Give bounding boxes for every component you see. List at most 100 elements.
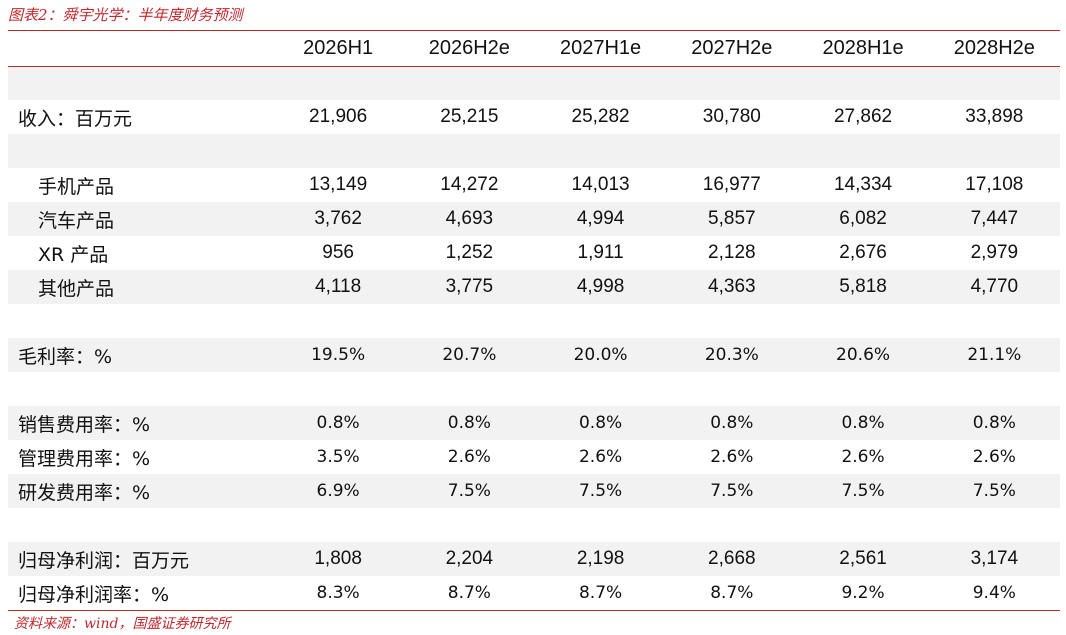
table-cell: 19.5% [272, 338, 404, 372]
table-cell: 6,082 [797, 202, 929, 236]
table-cell: 14,272 [440, 174, 499, 195]
table-cell: 2,198 [534, 542, 667, 576]
spacer-row [8, 134, 1060, 168]
table-cell: 3,762 [272, 202, 404, 236]
table-row-phone: 手机产品 13,149 14,272 14,013 16,977 14,334 … [8, 168, 1060, 202]
table-cell: 7.5% [666, 474, 798, 508]
table-row-rnd-expense: 研发费用率：% 6.9% 7.5% 7.5% 7.5% 7.5% 7.5% [8, 474, 1060, 508]
row-label: 毛利率：% [8, 338, 273, 372]
row-label: 销售费用率：% [8, 406, 273, 440]
row-label: XR 产品 [38, 243, 109, 266]
table-cell: 2,561 [797, 542, 929, 576]
table-row-xr: XR 产品 956 1,252 1,911 2,128 2,676 2,979 [8, 236, 1060, 270]
table-cell: 25,282 [571, 106, 630, 127]
table-cell: 27,862 [833, 106, 893, 127]
table-cell: 20.7% [403, 338, 535, 372]
table-cell: 1,911 [577, 242, 624, 263]
table-cell: 7,447 [928, 202, 1060, 236]
table-cell: 17,108 [965, 174, 1024, 195]
column-header: 2027H1e [559, 37, 642, 59]
table-cell: 14,013 [571, 174, 630, 195]
table-cell: 0.8% [534, 406, 667, 440]
column-header: 2027H2e [691, 37, 773, 59]
column-header: 2026H2e [428, 37, 510, 59]
row-label: 其他产品 [8, 270, 273, 304]
table-row-admin-expense: 管理费用率：% 3.5% 2.6% 2.6% 2.6% 2.6% 2.6% [8, 440, 1060, 474]
table-cell: 5,818 [797, 270, 929, 304]
table-cell: 1,252 [445, 242, 494, 263]
table-cell: 4,693 [403, 202, 535, 236]
table-cell: 8.7% [578, 583, 623, 603]
spacer-row [8, 508, 1060, 542]
column-header: 2028H1e [822, 37, 904, 59]
spacer-row [8, 66, 1060, 100]
table-cell: 4,363 [666, 270, 798, 304]
table-cell: 4,994 [534, 202, 667, 236]
table-cell: 3,775 [403, 270, 535, 304]
table-cell: 9.4% [972, 583, 1016, 603]
table-cell: 2,128 [708, 242, 756, 263]
table-cell: 8.7% [447, 583, 491, 603]
table-cell: 20.3% [666, 338, 798, 372]
row-label: 手机产品 [38, 175, 115, 198]
table-cell: 5,857 [666, 202, 798, 236]
table-cell: 3,174 [928, 542, 1060, 576]
table-cell: 3.5% [316, 447, 360, 467]
table-cell: 0.8% [928, 406, 1060, 440]
table-cell: 7.5% [928, 474, 1060, 508]
table-row-revenue: 收入：百万元 21,906 25,215 25,282 30,780 27,86… [8, 100, 1060, 134]
table-cell: 2.6% [710, 447, 754, 467]
table-row-auto: 汽车产品 3,762 4,693 4,994 5,857 6,082 7,447 [8, 202, 1060, 236]
row-label: 管理费用率：% [18, 447, 151, 470]
table-cell: 2.6% [841, 447, 885, 467]
table-cell: 33,898 [965, 106, 1024, 127]
row-label: 研发费用率：% [8, 474, 273, 508]
table-cell: 2.6% [972, 447, 1016, 467]
row-label: 收入：百万元 [18, 107, 133, 130]
table-cell: 956 [322, 242, 354, 263]
figure-title: 图表2：舜宇光学：半年度财务预测 [8, 6, 243, 24]
table-cell: 9.2% [841, 583, 885, 603]
bottom-rule [8, 610, 1060, 611]
row-label: 归母净利润率：% [18, 583, 170, 606]
table-cell: 0.8% [797, 406, 929, 440]
table-cell: 8.3% [316, 583, 360, 603]
table-cell: 2,204 [403, 542, 535, 576]
table-cell: 2.6% [447, 447, 491, 467]
table-cell: 4,118 [272, 270, 404, 304]
table-cell: 2,979 [970, 242, 1019, 263]
table-cell: 2.6% [578, 447, 623, 467]
forecast-table: 2026H1 2026H2e 2027H1e 2027H2e 2028H1e 2… [8, 31, 1060, 610]
table-cell: 2,668 [666, 542, 798, 576]
table-cell: 13,149 [309, 174, 368, 195]
table-cell: 0.8% [666, 406, 798, 440]
table-cell: 7.5% [534, 474, 667, 508]
row-label: 归母净利润：百万元 [8, 542, 273, 576]
spacer-row [8, 372, 1060, 406]
table-cell: 4,770 [928, 270, 1060, 304]
header-row: 2026H1 2026H2e 2027H1e 2027H2e 2028H1e 2… [8, 31, 1060, 66]
table-cell: 7.5% [403, 474, 535, 508]
table-cell: 25,215 [440, 106, 499, 127]
table-row-other: 其他产品 4,118 3,775 4,998 4,363 5,818 4,770 [8, 270, 1060, 304]
top-rule [8, 30, 1060, 31]
spacer-row [8, 304, 1060, 338]
table-cell: 0.8% [272, 406, 404, 440]
table-cell: 30,780 [702, 106, 761, 127]
column-header: 2028H2e [953, 37, 1035, 59]
source-note: 资料来源：wind，国盛证券研究所 [14, 616, 231, 632]
table-cell: 16,977 [702, 174, 761, 195]
table-cell: 1,808 [272, 542, 404, 576]
row-label: 汽车产品 [8, 202, 273, 236]
table-cell: 20.0% [534, 338, 667, 372]
table-cell: 6.9% [272, 474, 404, 508]
table-row-net-margin: 归母净利润率：% 8.3% 8.7% 8.7% 8.7% 9.2% 9.4% [8, 576, 1060, 610]
header-label-cell [8, 31, 273, 66]
table-row-net-profit: 归母净利润：百万元 1,808 2,204 2,198 2,668 2,561 … [8, 542, 1060, 576]
table-cell: 2,676 [839, 242, 887, 263]
table-cell: 14,334 [833, 174, 893, 195]
table-cell: 7.5% [797, 474, 929, 508]
column-header: 2026H1 [303, 37, 374, 59]
table-cell: 8.7% [710, 583, 754, 603]
table-cell: 21,906 [309, 106, 368, 127]
